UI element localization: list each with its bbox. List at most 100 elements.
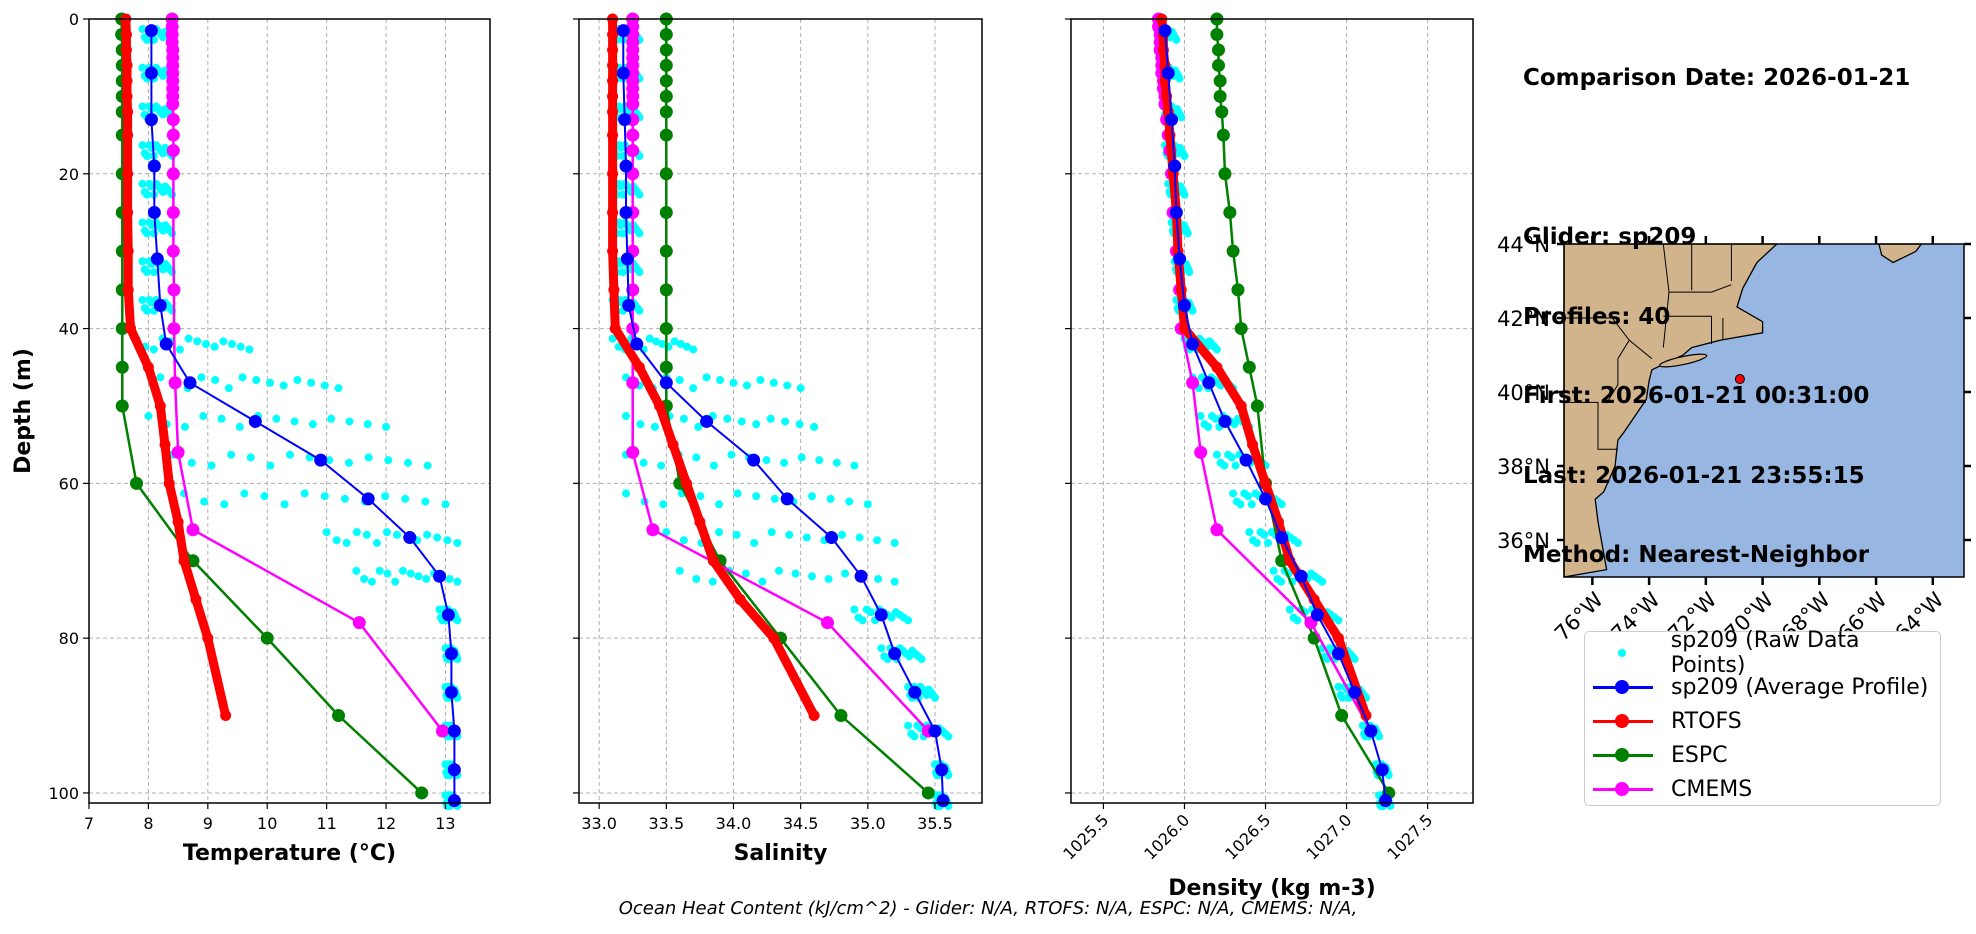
- raw-data-point: [433, 533, 442, 542]
- raw-data-point: [797, 453, 806, 462]
- raw-data-point: [382, 528, 391, 537]
- raw-data-point: [391, 577, 400, 586]
- raw-data-point: [855, 533, 864, 542]
- raw-data-point: [161, 259, 170, 268]
- raw-data-point: [723, 414, 732, 423]
- raw-data-point: [715, 528, 724, 537]
- espc-profile-marker: [1242, 360, 1256, 374]
- raw-data-point: [618, 268, 627, 277]
- raw-data-point: [715, 500, 724, 509]
- y-tick-label: 20: [59, 165, 79, 184]
- glider-profile-marker: [447, 794, 461, 808]
- rtofs-profile-marker: [607, 245, 619, 257]
- rtofs-profile-marker: [768, 632, 780, 644]
- cmems-profile-marker: [352, 616, 366, 630]
- cmems-profile-marker: [171, 445, 185, 459]
- espc-profile-marker: [659, 167, 673, 181]
- raw-data-point: [708, 577, 717, 586]
- raw-data-point: [207, 461, 216, 470]
- glider-profile-marker: [700, 414, 714, 428]
- x-tick-label: 13: [435, 814, 455, 833]
- raw-data-point: [145, 179, 154, 188]
- glider-profile-marker: [1310, 608, 1324, 622]
- glider-profile-marker: [1165, 113, 1178, 127]
- glider-profile-marker: [1186, 337, 1200, 351]
- rtofs-profile-marker: [172, 516, 184, 528]
- glider-profile-marker: [403, 531, 417, 545]
- raw-data-point: [453, 538, 462, 547]
- rtofs-profile-marker: [607, 28, 619, 40]
- raw-data-point: [924, 685, 933, 694]
- ohc-footer: Ocean Heat Content (kJ/cm^2) - Glider: N…: [618, 898, 1358, 919]
- raw-data-point: [766, 414, 775, 423]
- glider-profile-line: [150, 29, 456, 802]
- raw-data-point: [334, 384, 343, 393]
- glider-profile-marker: [888, 647, 902, 661]
- raw-data-point: [774, 566, 783, 575]
- espc-profile-marker: [1226, 244, 1240, 258]
- x-tick-label: 34.5: [783, 814, 819, 833]
- raw-data-point: [1273, 574, 1282, 583]
- raw-data-point: [891, 608, 900, 617]
- espc-profile-marker: [659, 244, 673, 258]
- rtofs-profile-marker: [654, 400, 666, 412]
- espc-profile-marker: [659, 360, 673, 374]
- map-frame: [1563, 243, 1965, 578]
- raw-data-point: [140, 187, 149, 196]
- cmems-profile-marker: [166, 128, 180, 142]
- raw-data-point: [219, 337, 228, 346]
- raw-data-point: [732, 530, 741, 539]
- raw-data-point: [280, 500, 289, 509]
- comparison-date: Comparison Date: 2026-01-21: [1523, 65, 1911, 91]
- raw-data-point: [1173, 105, 1182, 114]
- rtofs-profile-line: [608, 14, 819, 720]
- axes-frame: [578, 18, 983, 804]
- glider-profile-marker: [447, 724, 461, 738]
- raw-data-point: [364, 453, 373, 462]
- state-border: [1663, 315, 1712, 344]
- rtofs-profile-marker: [122, 129, 134, 141]
- glider-profile-marker: [616, 24, 630, 38]
- raw-data-point: [152, 218, 161, 227]
- glider-profile-marker: [928, 724, 942, 738]
- rtofs-profile-marker: [608, 284, 620, 296]
- espc-profile-marker: [115, 399, 129, 413]
- rtofs-profile-marker: [1247, 439, 1259, 451]
- rtofs-profile-marker: [1235, 400, 1247, 412]
- raw-data-point: [161, 221, 170, 230]
- raw-data-point: [1269, 566, 1278, 575]
- raw-data-point: [1179, 221, 1188, 230]
- cmems-profile-line: [170, 17, 444, 733]
- glider-profile-marker: [1169, 205, 1183, 219]
- raw-data-point: [770, 494, 779, 503]
- state-border: [1564, 401, 1618, 450]
- raw-data-point: [815, 456, 824, 465]
- raw-data-point: [658, 340, 667, 349]
- rtofs-profile-marker: [707, 555, 719, 567]
- rtofs-profile-marker: [202, 632, 214, 644]
- raw-data-point: [608, 334, 617, 343]
- raw-data-point: [224, 384, 233, 393]
- glider-profile-marker: [314, 453, 328, 467]
- x-axis-label: Salinity: [734, 841, 828, 866]
- espc-profile-line: [120, 17, 423, 795]
- raw-data-point: [332, 536, 341, 545]
- y-tick-label: 100: [48, 784, 79, 803]
- raw-data-point: [184, 334, 193, 343]
- raw-data-point: [1216, 458, 1225, 467]
- raw-data-point: [384, 456, 393, 465]
- cmems-profile-marker: [435, 724, 449, 738]
- y-tick-label: 40: [59, 320, 79, 339]
- raw-data-point: [808, 492, 817, 501]
- rtofs-profile-marker: [607, 168, 619, 180]
- glider-profile-marker: [618, 113, 632, 127]
- raw-data-point: [149, 345, 158, 354]
- raw-data-point: [682, 342, 691, 351]
- raw-data-point: [240, 489, 249, 498]
- x-tick-label: 7: [84, 814, 94, 833]
- lat-tick-label: 36°N: [1497, 529, 1550, 553]
- rtofs-profile-marker: [1260, 477, 1272, 489]
- glider-profile-marker: [874, 608, 888, 622]
- y-tick-label: 80: [59, 629, 79, 648]
- raw-data-point: [138, 25, 147, 34]
